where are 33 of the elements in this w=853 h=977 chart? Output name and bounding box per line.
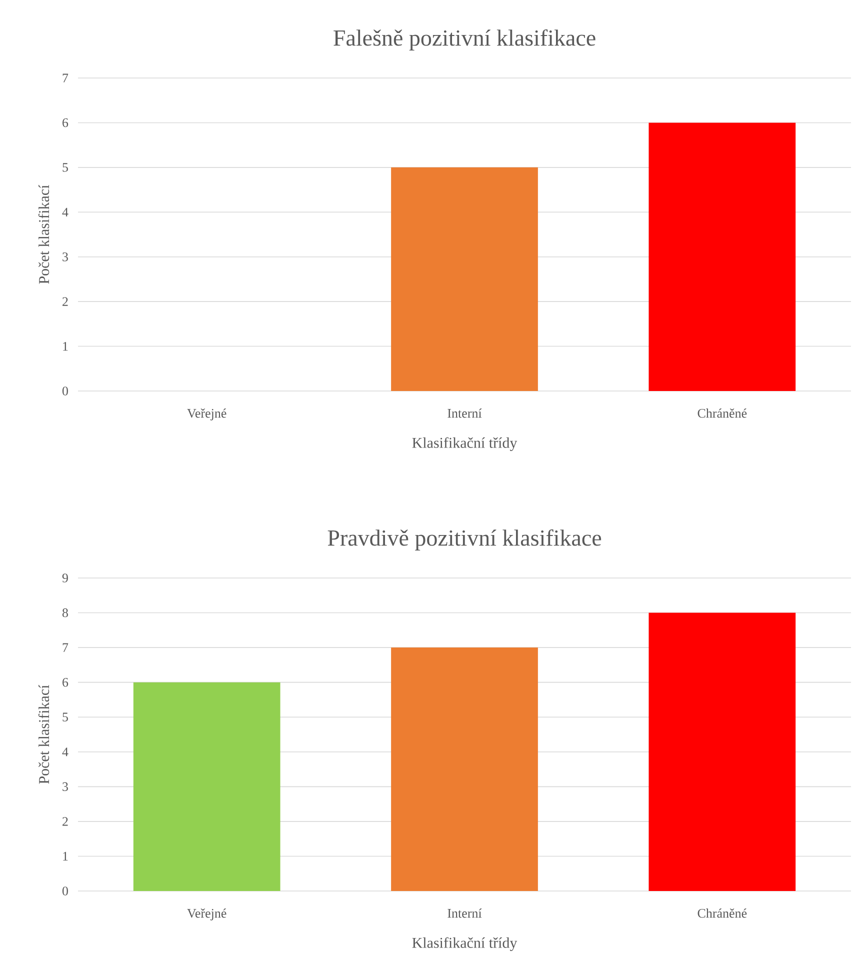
y-tick-label: 2 xyxy=(62,817,68,826)
y-tick-label: 4 xyxy=(62,748,68,756)
chart-title: Falešně pozitivní klasifikace xyxy=(334,29,596,50)
y-tick-label: 6 xyxy=(62,118,68,128)
y-axis-title: Počet klasifikací xyxy=(38,684,50,784)
y-tick-label: 5 xyxy=(62,163,68,172)
y-tick-label: 0 xyxy=(62,386,68,396)
y-tick-label: 6 xyxy=(62,678,68,687)
y-tick-label: 7 xyxy=(62,643,68,652)
y-tick-label: 3 xyxy=(62,252,68,262)
y-tick-label: 4 xyxy=(62,208,68,216)
x-tick-label: Chráněné xyxy=(698,408,747,418)
y-tick-label: 3 xyxy=(62,782,68,792)
y-tick-label: 8 xyxy=(62,608,68,618)
x-axis-title: Klasifikační třídy xyxy=(412,437,518,451)
y-tick-label: 1 xyxy=(63,852,68,861)
y-tick-label: 1 xyxy=(63,342,68,351)
bar xyxy=(391,648,538,891)
y-tick-label: 0 xyxy=(62,886,68,896)
y-axis-title: Počet klasifikací xyxy=(38,184,50,284)
y-tick-label: 5 xyxy=(62,712,68,722)
y-tick-label: 2 xyxy=(62,297,68,306)
bar xyxy=(648,612,796,891)
x-axis-title: Klasifikační třídy xyxy=(412,937,518,951)
bar xyxy=(133,682,280,891)
y-tick-label: 7 xyxy=(62,74,68,82)
chart-title: Pravdivě pozitivní klasifikace xyxy=(328,529,602,550)
y-tick-label: 9 xyxy=(62,574,68,582)
x-tick-label: Interní xyxy=(448,908,482,918)
x-tick-label: Veřejné xyxy=(187,408,226,420)
x-tick-label: Chráněné xyxy=(698,908,747,918)
x-tick-label: Interní xyxy=(448,408,482,418)
x-tick-label: Veřejné xyxy=(187,908,226,920)
